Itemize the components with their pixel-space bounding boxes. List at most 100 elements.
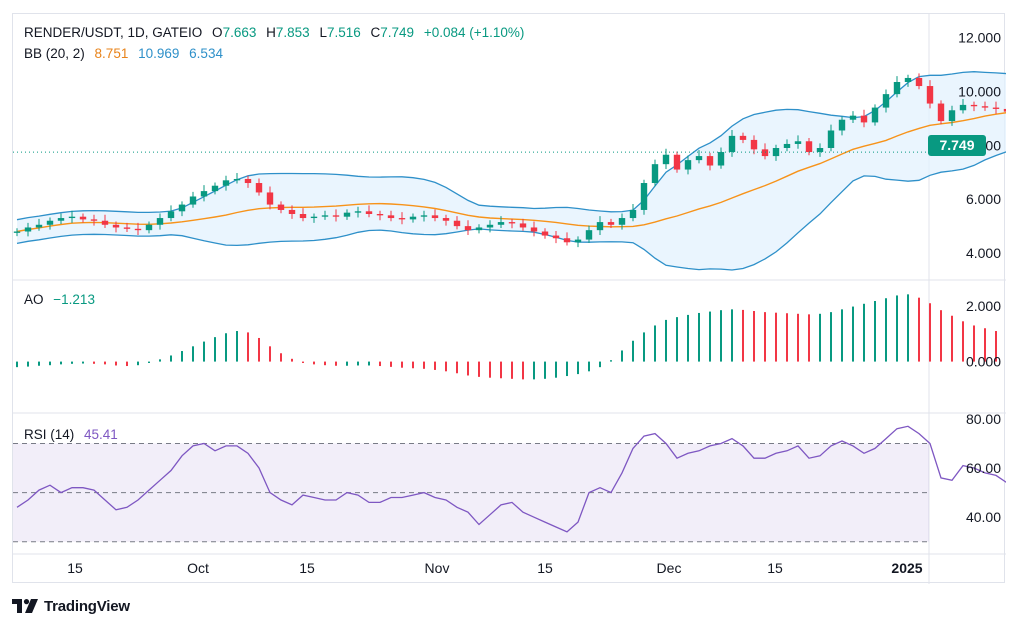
candle-body: [123, 227, 131, 229]
ao-tick-label: 0.000: [966, 354, 1001, 370]
bb-band-fill: [17, 71, 1006, 270]
candle-body: [816, 148, 824, 153]
ao-name: AO: [24, 292, 44, 307]
time-tick-label: 15: [67, 560, 83, 576]
candle-body: [46, 220, 54, 225]
candle-body: [882, 94, 890, 108]
candle-body: [178, 204, 186, 212]
candle-body: [398, 218, 406, 220]
time-tick-label: 15: [767, 560, 783, 576]
candle-body: [332, 215, 340, 217]
candle-body: [618, 218, 626, 225]
time-tick-label: 15: [299, 560, 315, 576]
tradingview-icon: [12, 599, 38, 613]
ao-value: −1.213: [53, 292, 95, 307]
bb-legend: BB (20, 2) 8.751 10.969 6.534: [24, 46, 229, 61]
candle-body: [90, 219, 98, 221]
candle-body: [486, 224, 494, 228]
candle-body: [904, 77, 912, 82]
candle-body: [343, 212, 351, 217]
candle-body: [420, 215, 428, 217]
rsi-line: [16, 425, 1006, 533]
candle-body: [948, 110, 956, 122]
candle-body: [530, 227, 538, 232]
candle-body: [145, 224, 153, 231]
candle-body: [684, 160, 692, 170]
ohlc-close: C7.749: [370, 25, 415, 40]
price-tick-label: 10.000: [958, 83, 1001, 99]
rsi-value: 45.41: [84, 427, 118, 442]
bb-lower-value: 6.534: [189, 46, 223, 61]
candle-body: [794, 141, 802, 144]
candle-body: [321, 215, 329, 217]
price-legend: RENDER/USDT, 1D, GATEIO O7.663 H7.853 L7…: [24, 25, 530, 40]
candle-body: [596, 222, 604, 231]
candle-body: [211, 185, 219, 192]
rsi-tick-label: 80.00: [966, 411, 1001, 427]
rsi-name: RSI (14): [24, 427, 75, 442]
candle-body: [706, 156, 714, 166]
candle-body: [662, 154, 670, 165]
candle-body: [233, 178, 241, 181]
candle-body: [431, 215, 439, 219]
candle-body: [288, 209, 296, 214]
price-tick-label: 6.000: [966, 191, 1001, 207]
ohlc-low: L7.516: [319, 25, 361, 40]
candle-body: [926, 86, 934, 104]
candle-body: [112, 224, 120, 228]
tradingview-logo[interactable]: TradingView: [12, 596, 130, 616]
candle-body: [277, 204, 285, 210]
candle-body: [673, 154, 681, 170]
bb-name: BB (20, 2): [24, 46, 85, 61]
candle-body: [739, 135, 747, 140]
candle-body: [189, 196, 197, 205]
candle-body: [1003, 108, 1006, 112]
candle-body: [310, 216, 318, 219]
ohlc-open: O7.663: [212, 25, 257, 40]
candle-body: [585, 230, 593, 240]
bb-basis-line: [16, 112, 1006, 233]
candle-body: [849, 115, 857, 120]
rsi-legend: RSI (14) 45.41: [24, 427, 124, 442]
candle-body: [838, 119, 846, 131]
chart-frame: 12.00010.0008.0006.0004.0002.0000.00080.…: [12, 13, 1006, 584]
ohlc-high: H7.853: [266, 25, 310, 40]
time-tick-label: Oct: [187, 560, 209, 576]
price-tick-label: 12.000: [958, 30, 1001, 46]
candle-body: [750, 139, 758, 150]
candle-body: [717, 152, 725, 166]
time-tick-label: Dec: [657, 560, 682, 576]
candle-body: [497, 222, 505, 225]
candle-body: [101, 220, 109, 225]
candle-body: [453, 220, 461, 227]
candle-body: [222, 180, 230, 186]
chart-canvas[interactable]: 12.00010.0008.0006.0004.0002.0000.00080.…: [13, 14, 1006, 584]
ohlc-change: +0.084 (+1.10%): [423, 25, 525, 40]
candle-body: [783, 143, 791, 148]
candle-body: [827, 130, 835, 148]
candle-body: [200, 191, 208, 197]
candle-body: [915, 77, 923, 87]
candle-body: [508, 222, 516, 224]
candle-body: [442, 218, 450, 221]
candle-body: [970, 104, 978, 107]
candle-body: [871, 107, 879, 123]
candle-body: [992, 107, 1000, 109]
symbol-label: RENDER/USDT, 1D, GATEIO: [24, 25, 203, 40]
candle-body: [354, 211, 362, 213]
rsi-tick-label: 40.00: [966, 509, 1001, 525]
candle-body: [255, 183, 263, 193]
candle-body: [365, 211, 373, 214]
candle-body: [563, 238, 571, 243]
candle-body: [805, 141, 813, 153]
rsi-tick-label: 60.00: [966, 460, 1001, 476]
price-tick-label: 4.000: [966, 245, 1001, 261]
candle-body: [266, 192, 274, 205]
candle-body: [640, 183, 648, 210]
bb-upper-value: 10.969: [138, 46, 180, 61]
candle-body: [244, 178, 252, 184]
bb-basis-value: 8.751: [94, 46, 129, 61]
candle-body: [156, 218, 164, 225]
candle-body: [24, 227, 32, 232]
candle-body: [981, 106, 989, 108]
